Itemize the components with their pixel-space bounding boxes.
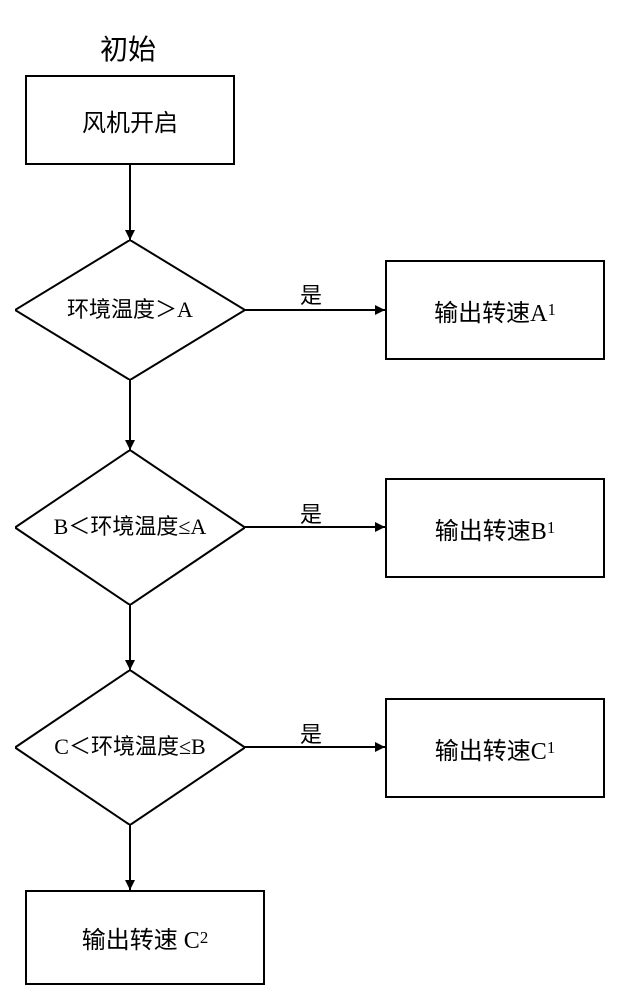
node-decision-2-label: B＜环境温度≤A (15, 450, 245, 605)
node-decision-2: B＜环境温度≤A (15, 450, 245, 605)
title-text: 初始 (100, 28, 156, 68)
node-output-c1: 输出转速C1 (385, 698, 605, 798)
node-output-c2: 输出转速 C2 (25, 890, 265, 985)
node-output-a1: 输出转速A1 (385, 260, 605, 360)
flowchart-canvas: 初始 风机开启 环境温度＞A 输出转速A1 B＜环境温度≤A 输出转速B1 C＜… (0, 0, 627, 1000)
node-decision-1: 环境温度＞A (15, 240, 245, 380)
node-decision-3-label: C＜环境温度≤B (15, 670, 245, 825)
node-output-b1: 输出转速B1 (385, 478, 605, 578)
node-decision-1-label: 环境温度＞A (15, 240, 245, 380)
edge-label-yes-2: 是 (300, 497, 322, 529)
node-start: 风机开启 (25, 75, 235, 165)
edge-label-yes-3: 是 (300, 717, 322, 749)
node-decision-3: C＜环境温度≤B (15, 670, 245, 825)
edge-label-yes-1: 是 (300, 278, 322, 310)
